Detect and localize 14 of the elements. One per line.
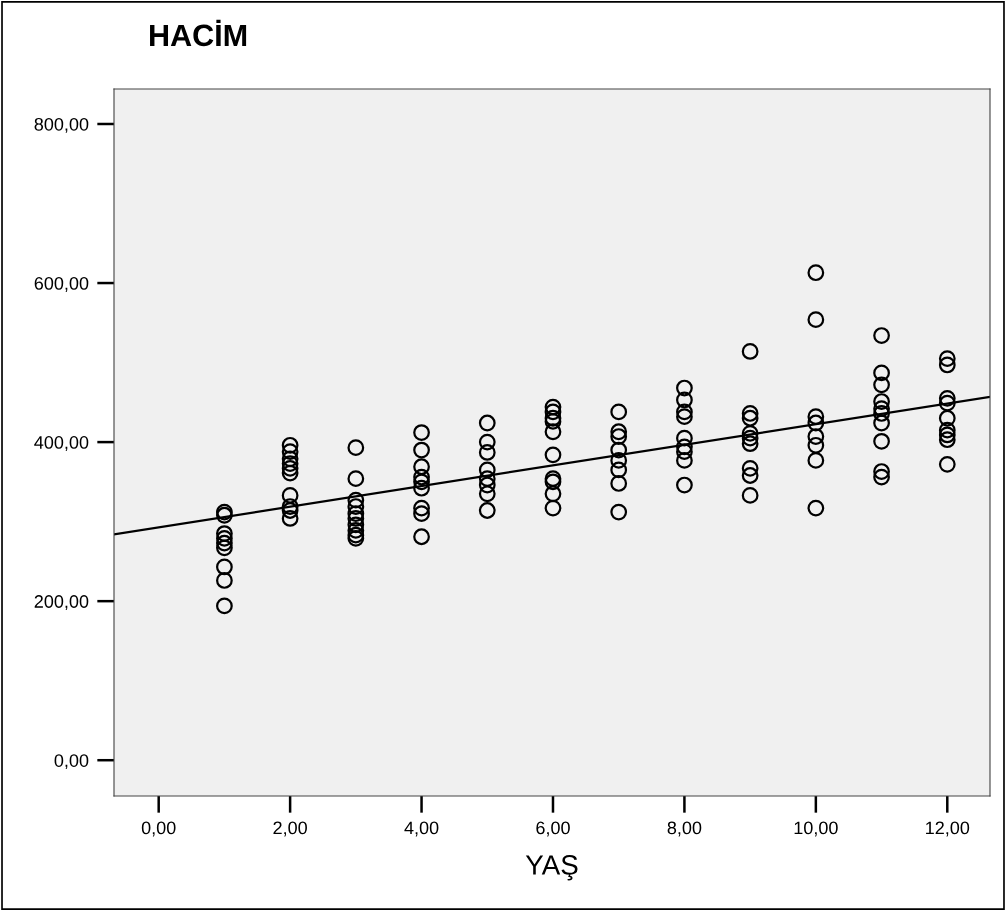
x-axis-title: YAŞ [525, 855, 578, 881]
x-tick-label: 10,00 [794, 821, 838, 837]
y-tick-label: 800,00 [34, 117, 89, 133]
y-tick-label: 400,00 [34, 436, 89, 451]
x-tick-label: 4,00 [404, 821, 439, 837]
y-tick-label: 0,00 [54, 754, 89, 770]
y-tick-label: 600,00 [34, 276, 89, 292]
x-tick-label: 0,00 [141, 821, 176, 837]
x-tick-label: 2,00 [273, 821, 307, 837]
chart-title: HACİM [150, 19, 247, 47]
y-tick-label: 200,00 [34, 595, 89, 611]
x-tick-label: 8,00 [667, 821, 702, 837]
x-tick-label: 12,00 [926, 821, 970, 837]
x-tick-label: 6,00 [536, 821, 570, 837]
